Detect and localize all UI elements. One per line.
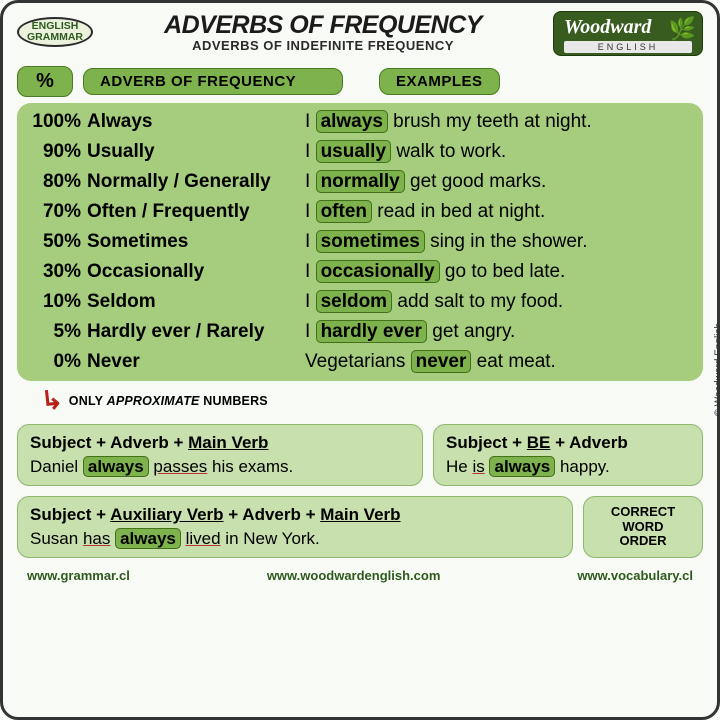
example-cell: Vegetarians never eat meat. bbox=[305, 351, 693, 373]
fern-icon: 🌿 bbox=[669, 16, 696, 42]
example-cell: I often read in bed at night. bbox=[305, 201, 693, 223]
formula-3-example: Susan has always lived in New York. bbox=[30, 529, 560, 549]
title-block: ADVERBS OF FREQUENCY ADVERBS OF INDEFINI… bbox=[101, 11, 545, 53]
percent-cell: 90% bbox=[27, 141, 87, 163]
header-examples: EXAMPLES bbox=[379, 68, 500, 95]
example-cell: I normally get good marks. bbox=[305, 171, 693, 193]
logo-sub: ENGLISH bbox=[564, 41, 692, 53]
adverb-cell: Occasionally bbox=[87, 261, 305, 283]
note-row: ↳ ONLY APPROXIMATE NUMBERS bbox=[41, 385, 703, 416]
adverb-cell: Normally / Generally bbox=[87, 171, 305, 193]
link-grammar: www.grammar.cl bbox=[27, 568, 130, 583]
header-adverb: ADVERB OF FREQUENCY bbox=[83, 68, 343, 95]
frequency-table: 100%AlwaysI always brush my teeth at nig… bbox=[17, 103, 703, 381]
percent-cell: 10% bbox=[27, 291, 87, 313]
example-cell: I seldom add salt to my food. bbox=[305, 291, 693, 313]
grammar-badge: ENGLISH GRAMMAR bbox=[17, 17, 93, 47]
example-cell: I hardly ever get angry. bbox=[305, 321, 693, 343]
arrow-icon: ↳ bbox=[39, 384, 64, 417]
formula-2: Subject + BE + Adverb He is always happy… bbox=[433, 424, 703, 486]
example-cell: I sometimes sing in the shower. bbox=[305, 231, 693, 253]
adverb-cell: Sometimes bbox=[87, 231, 305, 253]
formula-1: Subject + Adverb + Main Verb Daniel alwa… bbox=[17, 424, 423, 486]
percent-cell: 30% bbox=[27, 261, 87, 283]
example-cell: I always brush my teeth at night. bbox=[305, 111, 693, 133]
approximate-note: ONLY APPROXIMATE NUMBERS bbox=[69, 394, 268, 408]
badge-line2: GRAMMAR bbox=[27, 32, 83, 43]
header-percent: % bbox=[17, 66, 73, 97]
adverb-cell: Usually bbox=[87, 141, 305, 163]
formula-3: Subject + Auxiliary Verb + Adverb + Main… bbox=[17, 496, 573, 558]
page-subtitle: ADVERBS OF INDEFINITE FREQUENCY bbox=[101, 38, 545, 53]
correct-word-order: CORRECT WORD ORDER bbox=[583, 496, 703, 558]
formula-2-head: Subject + BE + Adverb bbox=[446, 433, 690, 453]
percent-cell: 5% bbox=[27, 321, 87, 343]
page-title: ADVERBS OF FREQUENCY bbox=[101, 11, 545, 40]
adverb-cell: Always bbox=[87, 111, 305, 133]
formula-row-2: Subject + Auxiliary Verb + Adverb + Main… bbox=[17, 496, 703, 558]
percent-cell: 80% bbox=[27, 171, 87, 193]
infographic-container: ENGLISH GRAMMAR ADVERBS OF FREQUENCY ADV… bbox=[0, 0, 720, 720]
formula-1-example: Daniel always passes his exams. bbox=[30, 457, 410, 477]
formula-2-example: He is always happy. bbox=[446, 457, 690, 477]
copyright: © Woodward English bbox=[713, 323, 720, 416]
header-row: ENGLISH GRAMMAR ADVERBS OF FREQUENCY ADV… bbox=[17, 11, 703, 56]
link-woodward: www.woodwardenglish.com bbox=[267, 568, 441, 583]
footer-links: www.grammar.cl www.woodwardenglish.com w… bbox=[17, 568, 703, 583]
adverb-cell: Hardly ever / Rarely bbox=[87, 321, 305, 343]
adverb-cell: Never bbox=[87, 351, 305, 373]
woodward-logo: Woodward ENGLISH 🌿 bbox=[553, 11, 703, 56]
formula-grid: Subject + Adverb + Main Verb Daniel alwa… bbox=[17, 424, 703, 486]
example-cell: I occasionally go to bed late. bbox=[305, 261, 693, 283]
link-vocabulary: www.vocabulary.cl bbox=[577, 568, 693, 583]
formula-3-head: Subject + Auxiliary Verb + Adverb + Main… bbox=[30, 505, 560, 525]
percent-cell: 50% bbox=[27, 231, 87, 253]
percent-cell: 70% bbox=[27, 201, 87, 223]
adverb-cell: Seldom bbox=[87, 291, 305, 313]
column-headers: % ADVERB OF FREQUENCY EXAMPLES bbox=[17, 66, 703, 97]
example-cell: I usually walk to work. bbox=[305, 141, 693, 163]
percent-cell: 100% bbox=[27, 111, 87, 133]
adverb-cell: Often / Frequently bbox=[87, 201, 305, 223]
percent-cell: 0% bbox=[27, 351, 87, 373]
formula-1-head: Subject + Adverb + Main Verb bbox=[30, 433, 410, 453]
